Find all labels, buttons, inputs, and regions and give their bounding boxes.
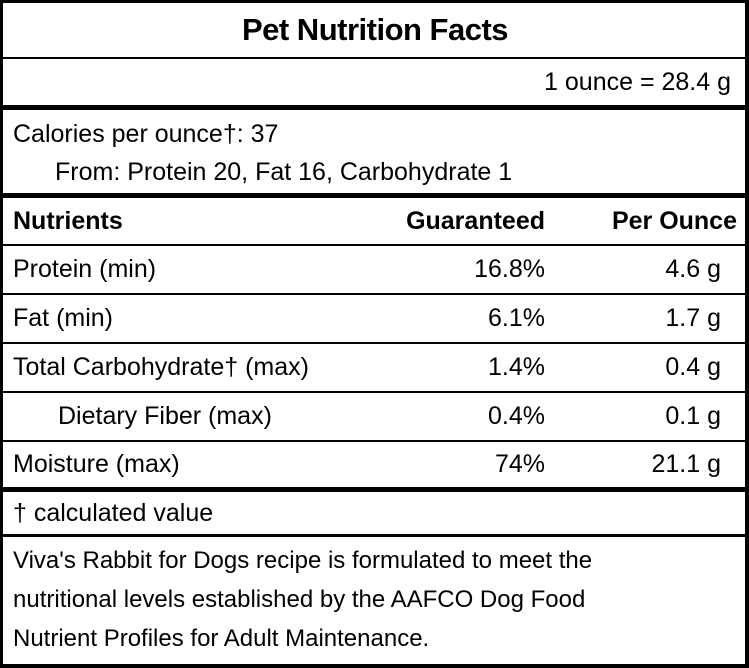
statement-line: nutritional levels established by the AA… — [13, 586, 586, 613]
ounce-equivalence-text: 1 ounce = 28.4 g — [544, 67, 731, 96]
per-ounce-value: 0.1 g — [665, 402, 721, 430]
table-row-carbohydrate: Total Carbohydrate† (max) 1.4% 0.4 g — [3, 344, 745, 393]
label-title-row: Pet Nutrition Facts — [3, 3, 745, 59]
calories-from-text: From: Protein 20, Fat 16, Carbohydrate 1 — [55, 158, 513, 186]
header-per-ounce: Per Ounce — [611, 206, 737, 235]
calories-section: Calories per ounce†: 37 From: Protein 20… — [3, 110, 745, 198]
guaranteed-value: 0.4% — [488, 402, 545, 430]
label-title: Pet Nutrition Facts — [241, 12, 509, 47]
aafco-statement: Viva's Rabbit for Dogs recipe is formula… — [3, 537, 745, 664]
guaranteed-value: 1.4% — [488, 353, 545, 381]
per-ounce-value: 4.6 g — [665, 255, 721, 283]
statement-line: Viva's Rabbit for Dogs recipe is formula… — [13, 547, 593, 574]
table-row-fat: Fat (min) 6.1% 1.7 g — [3, 295, 745, 344]
per-ounce-value: 21.1 g — [651, 450, 721, 478]
nutrients-header-row: Nutrients Guaranteed Per Ounce — [3, 198, 745, 246]
nutrient-name: Total Carbohydrate† (max) — [13, 353, 309, 381]
calories-per-ounce-text: Calories per ounce†: 37 — [13, 120, 279, 148]
calculated-value-footnote: † calculated value — [3, 492, 745, 537]
header-guaranteed: Guaranteed — [406, 206, 545, 235]
table-row-moisture: Moisture (max) 74% 21.1 g — [3, 442, 745, 492]
guaranteed-value: 16.8% — [474, 255, 545, 283]
nutrient-name: Fat (min) — [13, 304, 113, 332]
table-row-dietary-fiber: Dietary Fiber (max) 0.4% 0.1 g — [3, 393, 745, 442]
guaranteed-value: 74% — [494, 450, 545, 478]
footnote-text: † calculated value — [13, 498, 214, 527]
nutrient-name: Moisture (max) — [13, 450, 180, 478]
guaranteed-value: 6.1% — [488, 304, 545, 332]
per-ounce-value: 1.7 g — [665, 304, 721, 332]
nutrient-name: Dietary Fiber (max) — [58, 402, 272, 430]
serving-size-row: 1 ounce = 28.4 g — [3, 59, 745, 110]
table-row-protein: Protein (min) 16.8% 4.6 g — [3, 246, 745, 295]
statement-line: Nutrient Profiles for Adult Maintenance. — [13, 625, 430, 652]
per-ounce-value: 0.4 g — [665, 353, 721, 381]
nutrient-name: Protein (min) — [13, 255, 157, 283]
header-nutrients: Nutrients — [13, 206, 123, 235]
